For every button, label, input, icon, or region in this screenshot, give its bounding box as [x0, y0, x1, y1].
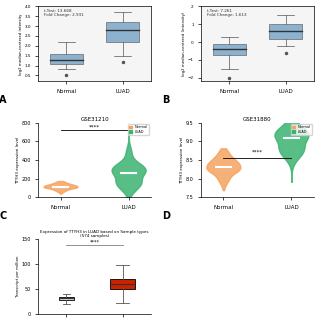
PathPatch shape — [60, 297, 74, 300]
Bar — [50, 54, 83, 64]
Y-axis label: log2 median-centered (intensity): log2 median-centered (intensity) — [182, 12, 186, 76]
Y-axis label: TTYH3 expression level: TTYH3 expression level — [180, 136, 185, 184]
Y-axis label: TTYH3 expression level: TTYH3 expression level — [16, 136, 20, 184]
Bar — [106, 22, 140, 42]
Text: A: A — [0, 95, 7, 105]
Text: B: B — [162, 95, 169, 105]
PathPatch shape — [110, 279, 135, 289]
Title: GSE31880: GSE31880 — [243, 117, 272, 122]
Text: C: C — [0, 211, 6, 221]
Text: D: D — [162, 211, 170, 221]
Legend: Normal, LUAD: Normal, LUAD — [128, 124, 149, 135]
Text: ****: **** — [90, 239, 100, 244]
Legend: Normal, LUAD: Normal, LUAD — [291, 124, 312, 135]
Text: ****: **** — [89, 124, 100, 129]
Y-axis label: Transcript per million: Transcript per million — [16, 255, 20, 297]
Y-axis label: log2 median-centered intensity: log2 median-centered intensity — [19, 13, 23, 75]
Bar — [212, 44, 246, 55]
Title: Expression of TTYH3 in LUAD based on Sample types
(574 samples): Expression of TTYH3 in LUAD based on Sam… — [40, 230, 149, 238]
Text: t-Test: 7.261
Fold Change: 1.613: t-Test: 7.261 Fold Change: 1.613 — [207, 9, 246, 17]
Text: ****: **** — [252, 150, 263, 155]
Title: GSE31210: GSE31210 — [80, 117, 109, 122]
Text: t-Test: 13.668
Fold Change: 2.931: t-Test: 13.668 Fold Change: 2.931 — [44, 9, 84, 17]
Bar — [269, 24, 302, 38]
